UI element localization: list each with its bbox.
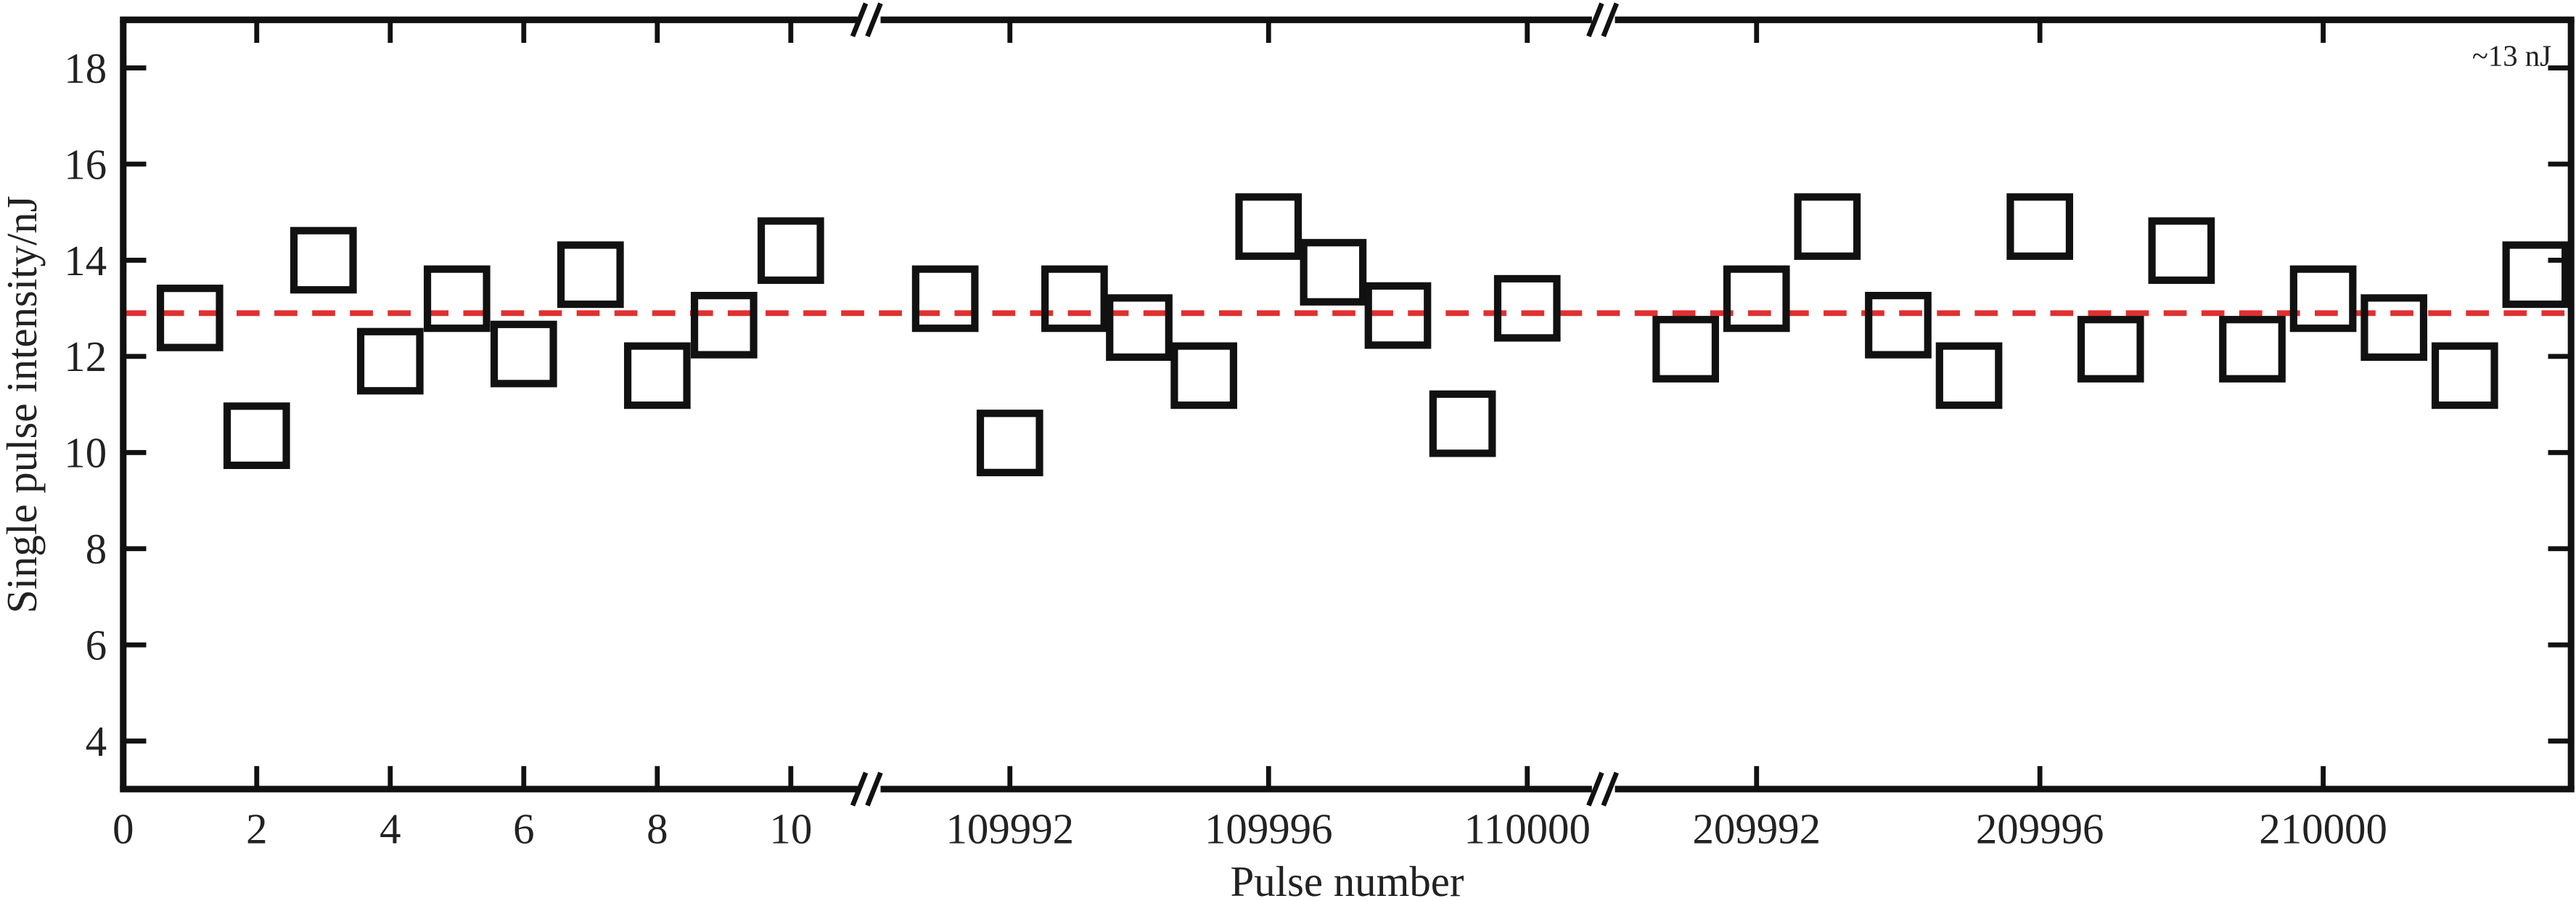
- marker: [2431, 342, 2498, 409]
- marker: [1935, 342, 2003, 409]
- x-tick-label: 10: [769, 806, 812, 853]
- y-tick-label: 8: [86, 526, 107, 573]
- marker: [1429, 390, 1496, 457]
- marker: [623, 342, 691, 409]
- y-tick-label: 18: [64, 45, 107, 92]
- marker: [557, 241, 624, 309]
- axis-break: [865, 2, 883, 38]
- marker: [490, 320, 557, 388]
- marker: [423, 265, 491, 333]
- marker: [2289, 265, 2357, 333]
- axis-break: [850, 771, 869, 807]
- y-tick-label: 12: [64, 333, 107, 380]
- marker: [1041, 265, 1108, 333]
- marker: [911, 265, 979, 333]
- y-tick-label: 6: [86, 622, 107, 669]
- marker: [1170, 342, 1237, 409]
- axis-break: [1586, 771, 1604, 807]
- marker: [2360, 294, 2428, 361]
- x-tick-label: 209992: [1692, 806, 1821, 853]
- marker: [356, 327, 424, 395]
- marker: [1235, 193, 1303, 260]
- marker: [1794, 193, 1861, 260]
- x-tick-label: 209996: [1976, 806, 2104, 853]
- x-axis-label: Pulse number: [1230, 858, 1464, 901]
- axis-break: [1601, 771, 1619, 807]
- axis-break: [1601, 2, 1619, 38]
- marker: [690, 291, 758, 359]
- marker: [2077, 316, 2144, 383]
- marker: [290, 227, 357, 294]
- marker: [976, 409, 1043, 476]
- marker: [2148, 217, 2215, 285]
- marker: [757, 217, 824, 285]
- marker: [2006, 193, 2074, 260]
- y-axis-label: Single pulse intensity/nJ: [0, 195, 46, 613]
- x-tick-label: 4: [380, 806, 401, 853]
- x-tick-label: 109996: [1205, 806, 1333, 853]
- marker: [2219, 316, 2286, 383]
- y-tick-label: 10: [64, 430, 107, 477]
- marker: [223, 402, 290, 469]
- axis-break: [850, 2, 869, 38]
- marker: [1723, 265, 1790, 333]
- marker: [1652, 316, 1719, 383]
- annotation: ~13 nJ: [2472, 40, 2551, 73]
- marker: [1865, 291, 1932, 359]
- marker: [2502, 241, 2569, 309]
- x-tick-label: 109992: [946, 806, 1074, 853]
- axis-break: [1586, 2, 1604, 38]
- y-tick-label: 16: [64, 141, 107, 188]
- x-tick-label: 2: [246, 806, 267, 853]
- x-tick-label: 8: [647, 806, 668, 853]
- marker: [1364, 282, 1432, 349]
- x-tick-label: 210000: [2259, 806, 2387, 853]
- x-tick-label: 0: [112, 806, 134, 853]
- y-tick-label: 14: [64, 237, 107, 285]
- x-tick-label: 6: [513, 806, 534, 853]
- marker: [1300, 239, 1367, 306]
- y-tick-label: 4: [86, 718, 107, 765]
- axis-break: [865, 771, 883, 807]
- marker: [156, 285, 223, 351]
- marker: [1106, 294, 1173, 361]
- x-tick-label: 110000: [1464, 806, 1591, 853]
- marker: [1493, 274, 1561, 342]
